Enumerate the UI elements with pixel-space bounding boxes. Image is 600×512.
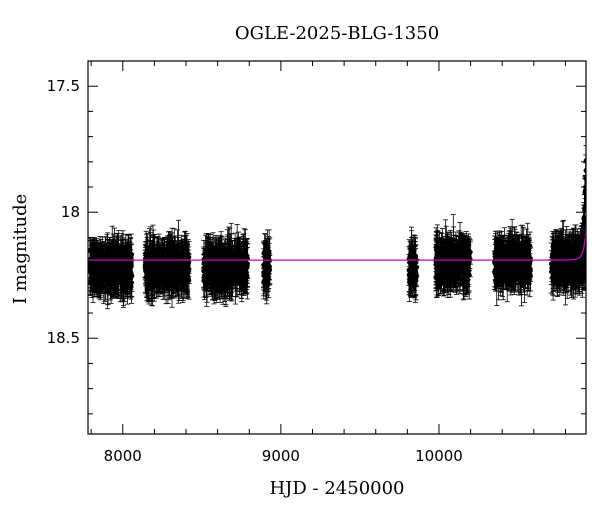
chart-title: OGLE-2025-BLG-1350 bbox=[235, 23, 439, 44]
x-axis-label: HJD - 2450000 bbox=[269, 478, 404, 499]
data-point bbox=[218, 253, 223, 259]
data-point bbox=[94, 269, 99, 275]
data-point bbox=[159, 261, 164, 267]
data-point bbox=[109, 248, 114, 253]
data-point bbox=[110, 272, 115, 277]
data-point bbox=[236, 273, 242, 279]
data-series bbox=[88, 145, 586, 310]
data-point bbox=[127, 275, 133, 281]
data-point bbox=[148, 248, 153, 253]
data-point bbox=[127, 250, 133, 255]
data-point bbox=[234, 258, 239, 264]
data-point bbox=[213, 261, 219, 267]
data-point bbox=[241, 248, 247, 254]
data-point bbox=[209, 269, 214, 275]
data-point bbox=[174, 271, 180, 277]
data-point bbox=[219, 274, 224, 280]
data-point bbox=[218, 267, 224, 273]
data-point bbox=[169, 260, 175, 266]
data-point bbox=[239, 267, 244, 272]
data-point bbox=[167, 280, 172, 286]
data-point bbox=[148, 262, 153, 268]
data-point bbox=[105, 255, 110, 260]
data-point bbox=[104, 260, 109, 265]
data-point bbox=[168, 269, 173, 275]
data-point bbox=[211, 278, 217, 284]
data-point bbox=[201, 260, 207, 266]
data-point bbox=[227, 281, 232, 287]
data-point bbox=[142, 263, 148, 268]
data-point bbox=[164, 272, 170, 277]
data-point bbox=[180, 277, 186, 283]
data-point bbox=[173, 249, 179, 255]
data-point bbox=[230, 271, 236, 277]
data-point bbox=[112, 260, 118, 266]
data-point bbox=[98, 273, 103, 278]
data-point bbox=[118, 262, 124, 268]
data-point bbox=[152, 261, 157, 266]
data-point bbox=[183, 265, 188, 270]
data-point bbox=[179, 267, 184, 273]
plot-area bbox=[88, 145, 586, 310]
data-point bbox=[156, 252, 161, 258]
data-point bbox=[153, 274, 159, 280]
data-point bbox=[103, 285, 109, 290]
data-point bbox=[121, 275, 127, 281]
y-axis-label: I magnitude bbox=[10, 194, 31, 305]
data-point bbox=[107, 260, 113, 265]
data-point bbox=[110, 267, 116, 272]
data-point bbox=[150, 278, 155, 283]
data-point bbox=[226, 252, 232, 257]
data-point bbox=[169, 239, 175, 245]
data-point bbox=[205, 273, 211, 278]
